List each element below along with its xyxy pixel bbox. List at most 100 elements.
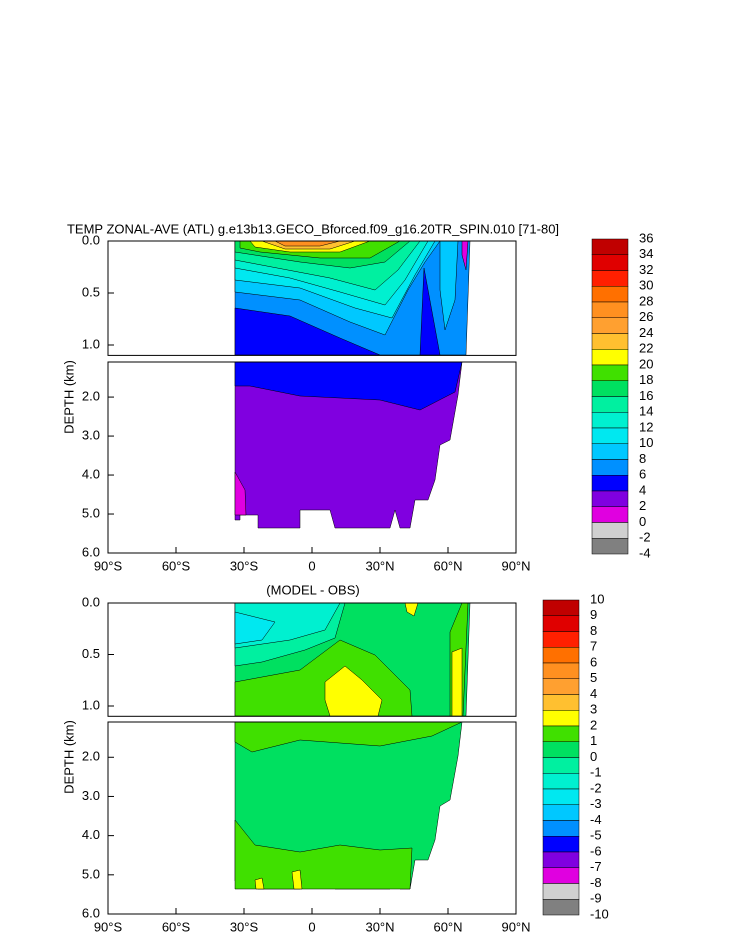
colorbar-box (591, 349, 629, 366)
colorbar-label: 8 (590, 623, 597, 638)
x-tick-label: 90°S (94, 558, 123, 573)
contour-region (234, 722, 463, 753)
contour-region (451, 647, 463, 717)
colorbar-box (591, 286, 629, 303)
x-tick-label: 60°S (162, 558, 191, 573)
colorbar-box (591, 475, 629, 492)
contour-region (439, 241, 459, 331)
colorbar-label: -3 (590, 796, 602, 811)
colorbar-box (542, 836, 580, 853)
y-tick-label: 4.0 (82, 827, 100, 842)
colorbar-label: -7 (590, 859, 602, 874)
colorbar-label: -2 (590, 780, 602, 795)
x-tick-label: 90°N (501, 919, 530, 934)
chart-title: (MODEL - OBS) (266, 582, 359, 597)
plot-frame (107, 602, 517, 717)
contour-region (274, 241, 341, 247)
colorbar-label: 36 (639, 230, 653, 245)
colorbar-label: -10 (590, 906, 609, 921)
x-tick-label: 90°N (501, 558, 530, 573)
colorbar-box (591, 380, 629, 397)
x-tick-label: 30°S (230, 919, 259, 934)
colorbar-label: -4 (590, 812, 602, 827)
colorbar-label: 18 (639, 372, 653, 387)
y-tick-label: 0.5 (82, 284, 100, 299)
colorbar-label: -4 (639, 545, 651, 560)
colorbar-label: -1 (590, 765, 602, 780)
colorbar-box (542, 615, 580, 632)
colorbar-box (591, 538, 629, 555)
y-tick-label: 6.0 (82, 544, 100, 559)
colorbar-box (591, 427, 629, 444)
colorbar-box (542, 647, 580, 664)
y-tick-label: 3.0 (82, 427, 100, 442)
colorbar-box (591, 522, 629, 539)
x-tick-label: 30°S (230, 558, 259, 573)
contour-panel: TEMP ZONAL-AVE (ATL) g.e13b13.GECO_Bforc… (61, 221, 653, 573)
y-tick-label: 0.0 (82, 594, 100, 609)
y-axis-label: DEPTH (km) (61, 360, 76, 434)
colorbar-box (542, 851, 580, 868)
colorbar-box (542, 599, 580, 616)
colorbar-label: -9 (590, 891, 602, 906)
contour-region (234, 819, 413, 890)
colorbar-box (591, 254, 629, 271)
contour-region (234, 611, 276, 645)
y-tick-label: 3.0 (82, 788, 100, 803)
colorbar-label: 10 (590, 591, 604, 606)
colorbar-label: -5 (590, 828, 602, 843)
colorbar-box (542, 757, 580, 774)
y-axis-label: DEPTH (km) (61, 720, 76, 794)
y-tick-label: 2.0 (82, 389, 100, 404)
colorbar-label: -2 (639, 530, 651, 545)
colorbar-label: 2 (639, 498, 646, 513)
colorbar-label: -6 (590, 843, 602, 858)
colorbar-box (542, 694, 580, 711)
y-tick-label: 0.0 (82, 232, 100, 247)
colorbar-label: 32 (639, 262, 653, 277)
colorbar-box (591, 317, 629, 334)
colorbar-box (542, 631, 580, 648)
contour-region (254, 877, 265, 890)
colorbar-box (591, 364, 629, 381)
colorbar-box (542, 820, 580, 837)
colorbar-box (591, 333, 629, 350)
colorbar-label: 3 (590, 702, 597, 717)
colorbar-label: -8 (590, 875, 602, 890)
colorbar-box (591, 270, 629, 287)
y-tick-label: 5.0 (82, 866, 100, 881)
colorbar-box (542, 788, 580, 805)
colorbar-box (542, 883, 580, 900)
x-tick-label: 30°N (365, 558, 394, 573)
plot-frame (107, 240, 517, 356)
colorbar-label: 4 (590, 686, 597, 701)
colorbar-box (542, 725, 580, 742)
y-tick-label: 5.0 (82, 505, 100, 520)
colorbar-box (591, 301, 629, 318)
colorbar-box (542, 867, 580, 884)
colorbar-label: 16 (639, 388, 653, 403)
colorbar-label: 6 (590, 654, 597, 669)
contour-region (234, 307, 381, 356)
x-tick-label: 60°N (433, 558, 462, 573)
contour-region (404, 603, 419, 617)
colorbar-box (542, 710, 580, 727)
x-tick-label: 30°N (365, 919, 394, 934)
contour-panel: (MODEL - OBS) DEPTH (km) 0.0 0.5 1.0 2.0 3.0 4.… (61, 582, 608, 934)
colorbar-label: 5 (590, 670, 597, 685)
contour-region (291, 869, 303, 890)
colorbar-box (591, 412, 629, 429)
colorbar-label: 1 (590, 733, 597, 748)
y-tick-label: 1.0 (82, 697, 100, 712)
colorbar-label: 6 (639, 467, 646, 482)
x-tick-label: 0 (308, 558, 315, 573)
colorbar-label: 9 (590, 607, 597, 622)
colorbar-label: 0 (590, 749, 597, 764)
colorbar-label: 24 (639, 325, 653, 340)
y-tick-label: 6.0 (82, 905, 100, 920)
x-tick-label: 90°S (94, 919, 123, 934)
y-tick-label: 2.0 (82, 749, 100, 764)
colorbar-box (542, 662, 580, 679)
colorbar-label: 12 (639, 419, 653, 434)
contour-region (234, 362, 463, 411)
